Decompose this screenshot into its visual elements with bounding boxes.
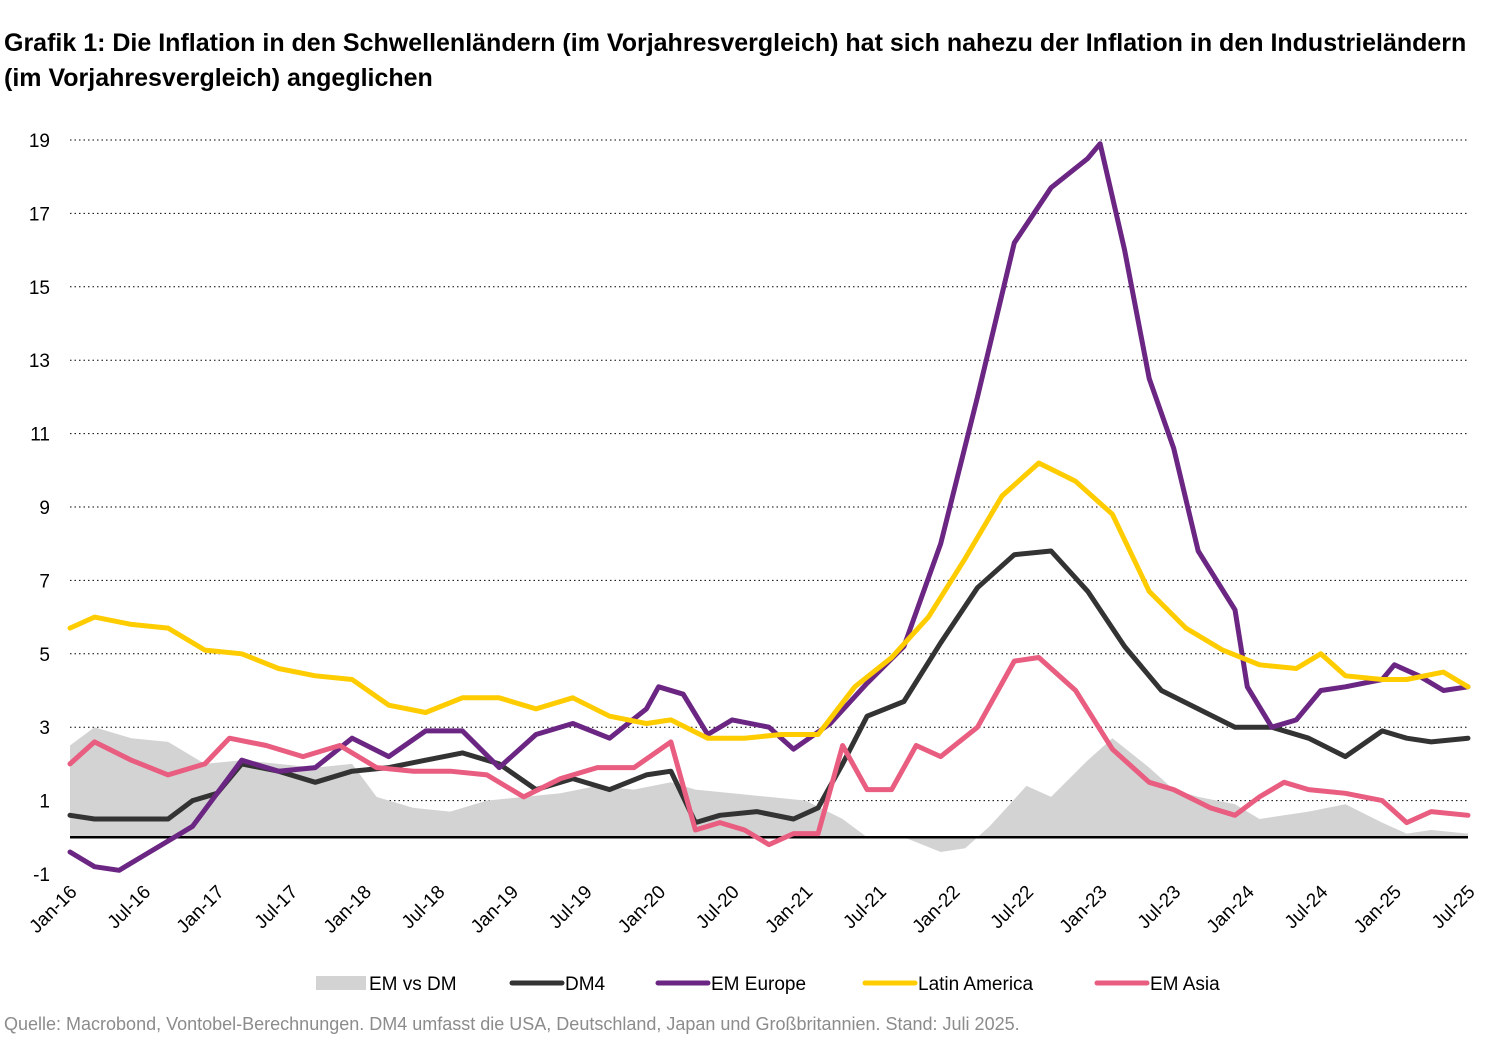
chart-title: Grafik 1: Die Inflation in den Schwellen… xyxy=(4,29,1467,92)
y-tick-label: 17 xyxy=(29,204,50,225)
x-tick-label: Jul-18 xyxy=(398,882,449,933)
x-tick-label: Jul-23 xyxy=(1134,882,1185,933)
area-series-layer xyxy=(70,727,1468,852)
legend-label: EM Asia xyxy=(1150,974,1220,995)
x-tick-label: Jan-17 xyxy=(173,882,229,938)
x-tick-label: Jul-25 xyxy=(1428,882,1479,933)
y-tick-label: 15 xyxy=(29,278,50,299)
x-tick-label: Jul-16 xyxy=(104,882,155,933)
y-tick-label: 13 xyxy=(29,351,50,372)
x-tick-label: Jan-22 xyxy=(909,882,965,938)
x-tick-label: Jan-23 xyxy=(1056,882,1112,938)
x-tick-label: Jan-19 xyxy=(467,882,523,938)
x-tick-label: Jul-19 xyxy=(545,882,596,933)
y-tick-label: 1 xyxy=(39,792,50,813)
x-tick-label: Jul-20 xyxy=(692,882,743,933)
x-tick-label: Jan-16 xyxy=(26,882,82,938)
x-tick-label: Jul-22 xyxy=(987,882,1038,933)
x-tick-label: Jan-21 xyxy=(761,882,817,938)
legend-label: EM Europe xyxy=(711,974,806,995)
y-tick-label: 11 xyxy=(30,425,50,446)
x-axis: Jan-16 Jul-16 Jan-17 Jul-17 Jan-18 Jul-18 Jan-… xyxy=(26,881,1480,937)
x-tick-label: Jan-24 xyxy=(1203,881,1259,937)
legend-label: Latin America xyxy=(918,974,1034,995)
x-tick-label: Jul-21 xyxy=(839,882,890,933)
x-tick-label: Jul-17 xyxy=(251,882,302,933)
y-tick-label: 9 xyxy=(39,498,50,519)
x-tick-label: Jan-18 xyxy=(320,882,376,938)
legend-label: EM vs DM xyxy=(369,974,457,995)
y-tick-label: 5 xyxy=(39,645,50,666)
x-tick-label: Jan-20 xyxy=(614,882,670,938)
y-tick-label: 7 xyxy=(39,571,50,592)
series-line-em-europe xyxy=(67,141,1471,873)
source-note: Quelle: Macrobond, Vontobel-Berechnungen… xyxy=(4,1014,1020,1034)
series-line-latin-america xyxy=(67,460,1471,741)
y-tick-label: -1 xyxy=(33,865,50,886)
y-tick-label: 19 xyxy=(29,131,50,152)
x-tick-label: Jan-25 xyxy=(1350,882,1406,938)
series-area-em-vs-dm xyxy=(70,727,1468,852)
legend: EM vs DM DM4 EM Europe Latin America EM Asia xyxy=(316,974,1220,995)
chart-container: -1 1 3 5 7 9 11 13 15 17 19 Jan-16 Jul-16 Jan-17 Jul-… xyxy=(26,131,1480,995)
y-tick-label: 3 xyxy=(39,718,50,739)
legend-label: DM4 xyxy=(565,974,606,995)
x-tick-label: Jul-24 xyxy=(1281,881,1333,933)
series-line-em-asia xyxy=(67,655,1471,848)
line-series-layer xyxy=(67,141,1471,873)
